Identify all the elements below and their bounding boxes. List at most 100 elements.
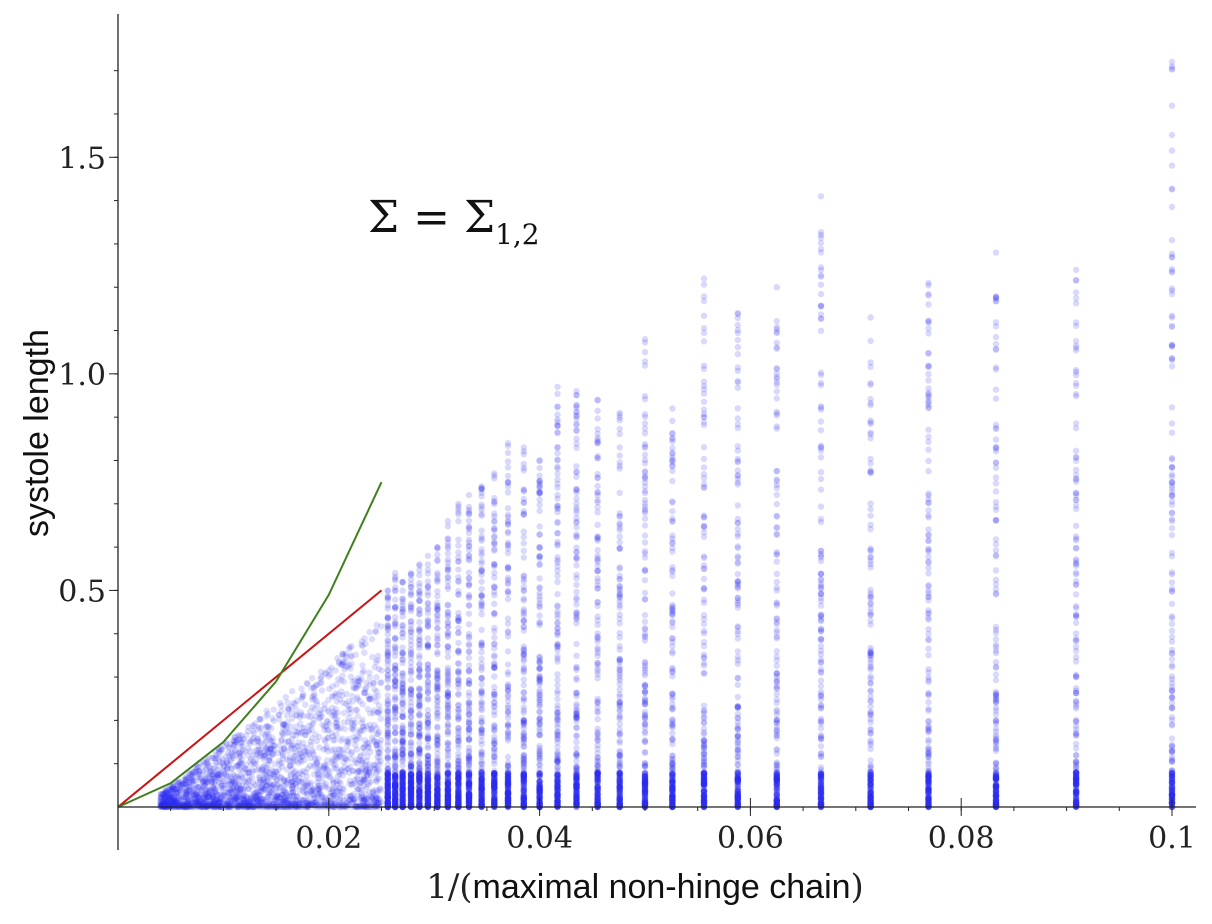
data-point	[992, 776, 1000, 783]
data-point	[925, 796, 932, 803]
data-point	[925, 512, 932, 519]
data-point	[1072, 769, 1080, 777]
data-point	[1072, 619, 1080, 626]
data-point	[1168, 693, 1176, 701]
data-point	[992, 436, 1000, 443]
data-point	[1072, 781, 1080, 788]
data-point	[1168, 147, 1176, 154]
data-point	[573, 463, 580, 470]
data-point	[817, 715, 825, 723]
data-point	[867, 590, 874, 597]
data-point	[992, 774, 1000, 782]
data-point	[867, 769, 874, 776]
data-point	[992, 581, 1000, 588]
data-point	[455, 776, 462, 784]
data-point	[504, 458, 512, 465]
data-point	[573, 640, 580, 648]
data-point	[1072, 491, 1080, 499]
data-point	[669, 705, 676, 712]
data-point	[478, 701, 485, 709]
data-point	[700, 662, 708, 669]
data-point	[925, 785, 932, 792]
data-point	[734, 533, 741, 540]
data-point	[424, 706, 432, 714]
data-point	[734, 526, 741, 533]
data-point	[536, 612, 543, 619]
data-point	[867, 730, 874, 737]
data-point	[992, 547, 1000, 554]
data-point	[478, 560, 485, 567]
data-point	[1168, 757, 1176, 764]
data-point	[491, 540, 498, 547]
data-point	[641, 456, 649, 464]
data-point	[700, 620, 708, 628]
data-point	[554, 403, 561, 410]
data-point	[407, 676, 415, 684]
data-point	[444, 609, 452, 617]
data-point	[992, 552, 1000, 559]
data-point	[734, 715, 741, 722]
data-point	[1072, 758, 1080, 765]
data-point	[700, 748, 708, 755]
data-point	[925, 801, 932, 808]
data-point	[925, 499, 932, 506]
data-point	[992, 517, 1000, 524]
data-point	[773, 345, 780, 352]
data-point	[817, 454, 825, 461]
data-point	[734, 580, 741, 587]
data-point	[573, 489, 580, 496]
data-point	[1072, 794, 1080, 801]
data-point	[465, 752, 473, 759]
data-point	[992, 784, 1000, 791]
data-point	[641, 392, 649, 400]
data-point	[616, 739, 623, 747]
data-point	[925, 637, 932, 644]
data-point	[992, 516, 1000, 524]
data-point	[1072, 611, 1080, 618]
data-point	[1072, 475, 1080, 482]
data-point	[455, 649, 462, 656]
data-point	[867, 617, 874, 624]
data-point	[867, 666, 874, 673]
data-point	[641, 475, 649, 482]
data-point	[992, 293, 1000, 300]
data-point	[616, 459, 623, 466]
data-point	[416, 673, 423, 681]
data-point	[1072, 787, 1080, 795]
data-point	[992, 775, 1000, 782]
data-point	[1168, 131, 1176, 139]
data-point	[455, 691, 462, 699]
data-point	[867, 795, 874, 802]
data-point	[465, 642, 473, 649]
data-point	[1072, 560, 1080, 568]
data-point	[416, 711, 423, 718]
data-point	[700, 710, 708, 717]
data-point	[669, 449, 676, 456]
data-point	[616, 796, 623, 803]
data-point	[1072, 772, 1080, 779]
data-point	[925, 559, 932, 566]
data-point	[867, 500, 874, 507]
data-point	[520, 554, 527, 561]
data-point	[594, 578, 601, 585]
data-point	[1168, 788, 1176, 795]
data-point	[434, 642, 441, 649]
data-point	[573, 515, 580, 522]
data-point	[992, 792, 1000, 799]
data-point	[734, 747, 741, 755]
data-point	[925, 609, 932, 616]
data-point	[416, 764, 423, 772]
data-point	[992, 503, 1000, 510]
data-point	[573, 401, 580, 409]
data-point	[416, 702, 423, 710]
data-point	[616, 564, 623, 571]
data-point	[925, 349, 932, 357]
data-point	[504, 489, 512, 496]
data-point	[536, 464, 543, 472]
data-point	[1168, 679, 1176, 687]
data-point	[399, 605, 406, 612]
data-point	[465, 781, 473, 788]
data-point	[455, 659, 462, 667]
data-point	[407, 724, 415, 731]
data-point	[478, 795, 485, 802]
